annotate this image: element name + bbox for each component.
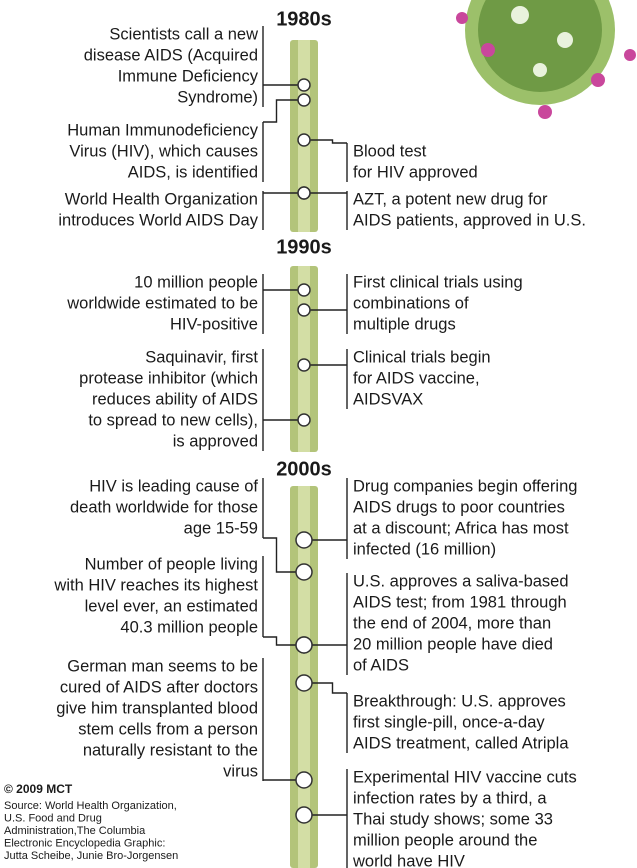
- event-text: AIDS test; from 1981 through: [353, 593, 567, 611]
- event-text: Number of people living: [85, 555, 258, 573]
- event-text: stem cells from a person: [78, 720, 258, 738]
- event-text: Thai study shows; some 33: [353, 810, 553, 828]
- event-text: 20 million people have died: [353, 635, 553, 653]
- event-text: Syndrome): [177, 88, 258, 106]
- event-text: virus: [223, 762, 258, 780]
- event-text: million people around the: [353, 831, 537, 849]
- event-text: infection rates by a third, a: [353, 789, 547, 807]
- event-text: infected (16 million): [353, 540, 496, 558]
- decade-label: 1990s: [276, 236, 332, 258]
- event-text: for HIV approved: [353, 163, 478, 181]
- event-text: level ever, an estimated: [85, 597, 258, 615]
- source-line: U.S. Food and Drug: [4, 812, 102, 824]
- event-text: AIDSVAX: [353, 390, 423, 408]
- event-text: combinations of: [353, 294, 469, 312]
- event: Human Immunodeficiency Virus (HIV), which…: [67, 94, 310, 182]
- event-text: Breakthrough: U.S. approves: [353, 692, 566, 710]
- event-text: for AIDS vaccine,: [353, 369, 480, 387]
- event-text: multiple drugs: [353, 315, 456, 333]
- infographic: 1980s Scientists call a new disease AIDS (…: [0, 0, 637, 868]
- event-text: at a discount; Africa has most: [353, 519, 569, 537]
- timeline-dot: [298, 94, 310, 106]
- event-text: reduces ability of AIDS: [92, 390, 258, 408]
- event-text: German man seems to be: [67, 657, 258, 675]
- timeline-dot: [296, 564, 312, 580]
- event-text: Human Immunodeficiency: [67, 121, 258, 139]
- credit: © 2009 MCT: [4, 782, 73, 796]
- decade-label: 2000s: [276, 458, 332, 480]
- event-text: AIDS drugs to poor countries: [353, 498, 565, 516]
- event-text: cured of AIDS after doctors: [60, 678, 258, 696]
- event-text: First clinical trials using: [353, 273, 523, 291]
- source-line: Jutta Scheibe, Junie Bro-Jorgensen: [4, 850, 178, 862]
- source-line: Administration,The Columbia: [4, 825, 146, 837]
- event: German man seems to be cured of AIDS afte…: [56, 657, 312, 788]
- event: AZT, a potent new drug for AIDS patients,…: [298, 187, 586, 230]
- event-text: AIDS, is identified: [128, 163, 258, 181]
- event-text: disease AIDS (Acquired: [84, 46, 258, 64]
- event-text: Saquinavir, first: [145, 348, 258, 366]
- timeline-dot: [296, 807, 312, 823]
- timeline-dot: [298, 134, 310, 146]
- event: Number of people living with HIV reaches …: [53, 555, 312, 653]
- source-line: Electronic Encyclopedia Graphic:: [4, 837, 165, 849]
- event: Saquinavir, first protease inhibitor (whi…: [79, 348, 310, 451]
- event: First clinical trials using combinations …: [298, 273, 523, 334]
- event-text: Scientists call a new: [109, 25, 258, 43]
- event-text: of AIDS: [353, 656, 409, 674]
- event-text: age 15-59: [184, 519, 258, 537]
- event-text: Virus (HIV), which causes: [69, 142, 258, 160]
- event: U.S. approves a saliva-based AIDS test; f…: [296, 572, 569, 675]
- event-text: U.S. approves a saliva-based: [353, 572, 569, 590]
- event: Experimental HIV vaccine cuts infection r…: [296, 768, 577, 868]
- timeline-dot: [296, 637, 312, 653]
- event-text: world have HIV: [352, 852, 465, 868]
- timeline-dot: [298, 187, 310, 199]
- event-text: AIDS treatment, called Atripla: [353, 734, 569, 752]
- event-text: 10 million people: [134, 273, 258, 291]
- event: Scientists call a new disease AIDS (Acqui…: [84, 25, 310, 107]
- event-text: Clinical trials begin: [353, 348, 491, 366]
- event-text: worldwide estimated to be: [66, 294, 258, 312]
- timeline-dot: [298, 284, 310, 296]
- event: Clinical trials begin for AIDS vaccine, AI…: [298, 348, 491, 409]
- event-text: AIDS patients, approved in U.S.: [353, 211, 586, 229]
- timeline-dot: [298, 304, 310, 316]
- timeline-dot: [296, 772, 312, 788]
- event-text: Experimental HIV vaccine cuts: [353, 768, 577, 786]
- event-text: 40.3 million people: [120, 618, 258, 636]
- event-text: Drug companies begin offering: [353, 477, 577, 495]
- source-line: Source: World Health Organization,: [4, 800, 177, 812]
- event-text: with HIV reaches its highest: [53, 576, 258, 594]
- event-text: the end of 2004, more than: [353, 614, 551, 632]
- event-text: World Health Organization: [65, 190, 258, 208]
- event-text: protease inhibitor (which: [79, 369, 258, 387]
- timeline-dot: [298, 359, 310, 371]
- event: Breakthrough: U.S. approves first single-…: [296, 675, 569, 753]
- event-text: AZT, a potent new drug for: [353, 190, 548, 208]
- event-text: Blood test: [353, 142, 427, 160]
- event-text: HIV is leading cause of: [89, 477, 258, 495]
- timeline-dot: [298, 79, 310, 91]
- event: Blood test for HIV approved: [298, 134, 478, 182]
- event-text: naturally resistant to the: [83, 741, 258, 759]
- event-text: HIV-positive: [170, 315, 258, 333]
- timeline-dot: [296, 675, 312, 691]
- event-text: is approved: [173, 432, 258, 450]
- event-text: give him transplanted blood: [56, 699, 258, 717]
- timeline-dot: [296, 532, 312, 548]
- event: World Health Organization introduces Worl…: [58, 187, 310, 230]
- event-text: to spread to new cells),: [88, 411, 258, 429]
- timeline-dot: [298, 414, 310, 426]
- event: 10 million people worldwide estimated to …: [66, 273, 310, 334]
- event-text: Immune Deficiency: [118, 67, 259, 85]
- event-text: first single-pill, once-a-day: [353, 713, 545, 731]
- event-text: death worldwide for those: [70, 498, 258, 516]
- decade-label: 1980s: [276, 8, 332, 30]
- event-text: introduces World AIDS Day: [58, 211, 258, 229]
- event: Drug companies begin offering AIDS drugs …: [296, 477, 577, 559]
- virus-illustration: [456, 0, 636, 119]
